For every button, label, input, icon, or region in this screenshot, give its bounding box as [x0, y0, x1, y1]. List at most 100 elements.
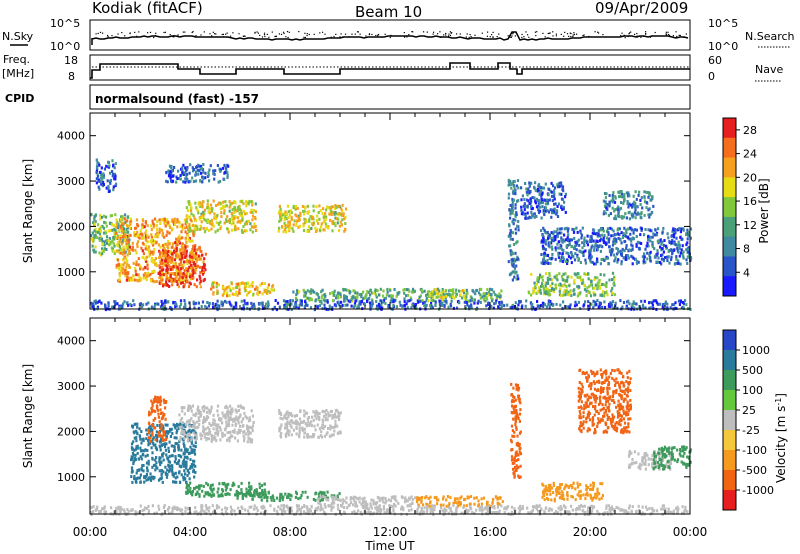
echo-cell: [561, 240, 564, 244]
echo-cell: [225, 218, 228, 222]
echo-cell: [168, 242, 171, 246]
echo-cell: [513, 185, 516, 189]
echo-cell: [596, 257, 599, 261]
echo-cell: [551, 287, 554, 291]
freq-step-line: [90, 62, 690, 79]
noise-search-dot: [365, 35, 367, 37]
echo-cell: [135, 278, 138, 282]
echo-cell: [139, 267, 142, 271]
echo-cell: [224, 166, 227, 170]
echo-cell: [222, 301, 225, 305]
echo-cell: [508, 224, 511, 228]
echo-cell: [108, 237, 111, 240]
noise-search-dot: [230, 35, 232, 37]
echo-cell: [111, 240, 114, 244]
echo-cell: [554, 283, 557, 287]
echo-cell: [170, 469, 174, 473]
echo-cell: [180, 259, 183, 263]
echo-cell: [487, 301, 490, 305]
echo-cell: [201, 272, 205, 276]
echo-cell: [122, 235, 125, 239]
echo-cell: [635, 244, 638, 248]
echo-cell: [620, 192, 623, 196]
echo-cell: [612, 234, 615, 237]
echo-cell: [139, 473, 142, 477]
echo-cell: [140, 430, 143, 433]
echo-cell: [334, 207, 337, 210]
echo-cell: [260, 484, 264, 488]
echo-cell: [510, 182, 513, 186]
echo-cell: [193, 283, 196, 287]
echo-cell: [181, 236, 184, 240]
echo-cell: [530, 210, 533, 214]
noise-search-dot: [99, 31, 102, 33]
echo-cell: [223, 205, 226, 209]
echo-cell: [192, 245, 195, 249]
noise-search-dot: [164, 31, 166, 33]
echo-cell: [185, 431, 188, 435]
echo-cell: [188, 226, 191, 230]
echo-cell: [686, 262, 689, 265]
echo-cell: [530, 205, 533, 208]
power-ylabel: Slant Range [km]: [21, 159, 35, 263]
echo-cell: [225, 220, 228, 223]
echo-cell: [643, 258, 646, 261]
echo-cell: [189, 266, 193, 270]
echo-cell: [93, 229, 96, 233]
echo-cell: [559, 246, 562, 250]
echo-cell: [584, 273, 587, 276]
echo-cell: [238, 219, 241, 223]
echo-cell: [326, 226, 330, 230]
echo-cell: [557, 240, 561, 244]
echo-cell: [202, 200, 205, 204]
echo-cell: [610, 252, 613, 256]
echo-cell: [158, 276, 161, 280]
echo-cell: [222, 200, 225, 204]
echo-cell: [109, 229, 112, 233]
echo-cell: [132, 453, 135, 457]
echo-cell: [210, 222, 213, 226]
echo-cell: [634, 216, 637, 220]
echo-cell: [678, 254, 681, 258]
echo-cell: [178, 252, 181, 256]
echo-cell: [560, 255, 563, 259]
echo-cell: [628, 248, 631, 252]
echo-cell: [171, 283, 174, 287]
echo-cell: [633, 200, 636, 204]
echo-cell: [554, 246, 557, 250]
echo-cell: [467, 299, 470, 303]
echo-cell: [131, 425, 135, 429]
echo-cell: [605, 206, 608, 210]
echo-cell: [196, 225, 199, 229]
echo-cell: [296, 289, 299, 293]
echo-cell: [224, 484, 227, 488]
echo-cell: [365, 293, 368, 297]
echo-cell: [593, 293, 596, 297]
echo-cell: [213, 216, 216, 220]
echo-cell: [225, 168, 228, 172]
echo-cell: [290, 217, 293, 221]
echo-cell: [272, 288, 275, 292]
echo-cell: [627, 256, 630, 260]
echo-cell: [177, 169, 180, 173]
echo-cell: [225, 287, 228, 291]
cpid-value: normalsound (fast) -157: [95, 92, 259, 106]
echo-cell: [284, 226, 287, 230]
noise-search-dot: [254, 32, 256, 34]
echo-cell: [587, 304, 590, 308]
echo-cell: [164, 417, 167, 421]
echo-cell: [179, 480, 182, 484]
echo-cell: [517, 303, 520, 307]
echo-cell: [149, 472, 152, 476]
echo-cell: [154, 235, 157, 239]
echo-cell: [175, 275, 178, 279]
echo-cell: [299, 299, 302, 302]
echo-cell: [244, 289, 247, 293]
echo-cell: [135, 422, 138, 426]
nave-label: Nave: [755, 63, 783, 76]
echo-cell: [251, 225, 254, 229]
echo-cell: [170, 260, 173, 264]
echo-cell: [509, 272, 512, 276]
echo-cell: [543, 228, 546, 232]
echo-cell: [649, 235, 652, 239]
